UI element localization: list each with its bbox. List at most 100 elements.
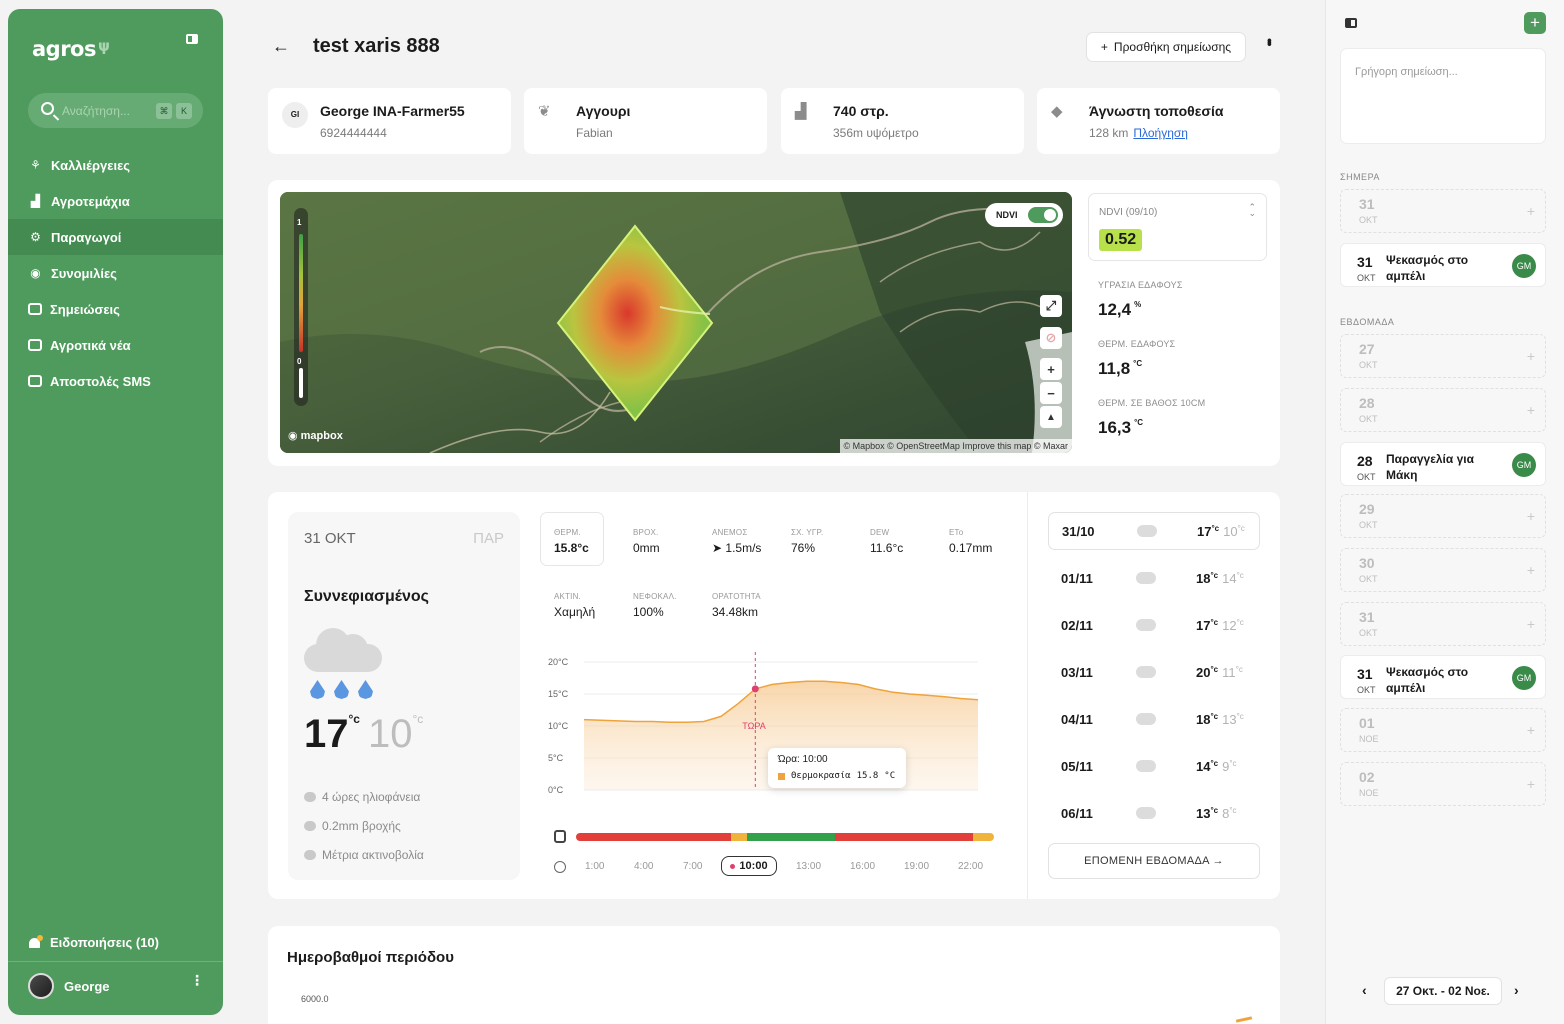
- empty-day-slot[interactable]: 31 ΟΚΤ +: [1340, 602, 1546, 646]
- sidebar-collapse-icon[interactable]: [186, 34, 198, 44]
- plus-icon[interactable]: +: [1526, 348, 1535, 364]
- selected-stat-box: [540, 512, 604, 566]
- sort-chevrons-icon: ⌃ ⌄: [1248, 202, 1256, 218]
- ndvi-legend: 1 0: [294, 208, 308, 406]
- forecast-day-row[interactable]: 05/11 14°c 9°c: [1048, 747, 1260, 785]
- radiation-row: Μέτρια ακτινοβολία: [304, 848, 424, 862]
- hour-label[interactable]: 19:00: [904, 861, 930, 872]
- hour-label[interactable]: 1:00: [585, 861, 605, 872]
- forecast-day-row[interactable]: 01/11 18°c 14°c: [1048, 559, 1260, 597]
- sunshine-row: 4 ώρες ηλιοφάνεια: [304, 790, 420, 804]
- farmer-card[interactable]: GI George INA-Farmer55 6924444444: [268, 88, 511, 154]
- plus-icon[interactable]: +: [1526, 722, 1535, 738]
- search-icon: [41, 102, 54, 115]
- sidebar-item-fields[interactable]: ▟ Αγροτεμάχια: [8, 183, 223, 219]
- plus-icon[interactable]: +: [1526, 616, 1535, 632]
- empty-day-slot[interactable]: 02 ΝΟΕ +: [1340, 762, 1546, 806]
- sprout-icon: ❦: [538, 103, 551, 120]
- hour-label[interactable]: 13:00: [796, 861, 822, 872]
- hour-label[interactable]: 16:00: [850, 861, 876, 872]
- satellite-map[interactable]: 1 0 NDVI ⤢ ⊘ + − ▲ ◉ mapbox © Mapbox © O…: [280, 192, 1072, 453]
- ndvi-selector[interactable]: NDVI (09/10) 0.52 ⌃ ⌄: [1088, 193, 1267, 261]
- chevron-left-icon[interactable]: ‹: [1362, 982, 1367, 998]
- sidebar-item-notes[interactable]: Σημειώσεις: [8, 291, 223, 327]
- map-attribution[interactable]: © Mapbox © OpenStreetMap Improve this ma…: [839, 439, 1072, 453]
- note-title: Παραγγελία για Μάκη: [1386, 452, 1474, 482]
- sidebar-item-news[interactable]: Αγροτικά νέα: [8, 327, 223, 363]
- plus-icon[interactable]: +: [1526, 203, 1535, 219]
- map-imagery: [280, 192, 1072, 453]
- notifications-link[interactable]: Ειδοποιήσεις (10): [28, 934, 159, 950]
- toggle-switch[interactable]: [1028, 207, 1058, 223]
- hour-label[interactable]: 4:00: [634, 861, 654, 872]
- day-number: 31: [1359, 609, 1375, 625]
- forecast-temps: 20°c 11°c: [1196, 664, 1243, 680]
- cloud-icon: [1136, 572, 1156, 584]
- forecast-temps: 17°c 10°c: [1197, 523, 1245, 539]
- hour-label[interactable]: 22:00: [958, 861, 984, 872]
- more-options-icon[interactable]: •••: [1262, 38, 1278, 44]
- forecast-day-row[interactable]: 06/11 13°c 8°c: [1048, 794, 1260, 832]
- clock-icon: [554, 861, 566, 873]
- day-month: ΟΚΤ: [1359, 520, 1378, 530]
- forecast-day-row[interactable]: 31/10 17°c 10°c: [1048, 512, 1260, 550]
- sidebar-item-chats[interactable]: ◉ Συνομιλίες: [8, 255, 223, 291]
- ndvi-gradient: [299, 234, 303, 352]
- active-hour-chip[interactable]: 10:00: [721, 856, 777, 876]
- empty-day-slot[interactable]: 01 ΝΟΕ +: [1340, 708, 1546, 752]
- hour-label[interactable]: 7:00: [683, 861, 703, 872]
- ndvi-toggle[interactable]: NDVI: [985, 203, 1063, 227]
- quick-note-input[interactable]: Γρήγορη σημείωση...: [1340, 48, 1546, 144]
- assignee-avatar: GM: [1512, 453, 1536, 477]
- zoom-in-icon[interactable]: +: [1040, 358, 1062, 380]
- rain-drops-icon: [310, 680, 373, 699]
- add-note-plus-button[interactable]: +: [1524, 12, 1546, 34]
- sidebar-item-crops[interactable]: ⚘ Καλλιέργειες: [8, 147, 223, 183]
- note-item[interactable]: 31 ΟΚΤ Ψεκασμός στο αμπέλι GM: [1340, 243, 1546, 287]
- plus-icon[interactable]: +: [1526, 562, 1535, 578]
- user-menu[interactable]: George ⋮: [28, 972, 204, 999]
- empty-day-slot[interactable]: 27 ΟΚΤ +: [1340, 334, 1546, 378]
- kebab-icon[interactable]: ⋮: [190, 972, 204, 988]
- location-card[interactable]: ◆ Άγνωστη τοποθεσία 128 km Πλοήγηση: [1037, 88, 1280, 154]
- empty-day-slot[interactable]: 31 ΟΚΤ +: [1340, 189, 1546, 233]
- forecast-date: 05/11: [1061, 758, 1093, 774]
- fullscreen-icon[interactable]: ⤢: [1040, 295, 1062, 317]
- empty-day-slot[interactable]: 29 ΟΚΤ +: [1340, 494, 1546, 538]
- spray-risk-bar[interactable]: [576, 833, 994, 841]
- next-week-button[interactable]: ΕΠΟΜΕΝΗ ΕΒΔΟΜΑΔΑ →: [1048, 843, 1260, 879]
- note-item[interactable]: 31 ΟΚΤ Ψεκασμός στο αμπέλι GM: [1340, 655, 1546, 699]
- compass-icon[interactable]: ▲: [1040, 406, 1062, 428]
- day-month: ΟΚΤ: [1357, 472, 1376, 482]
- field-icon: ▟: [30, 194, 41, 208]
- series-swatch: [778, 772, 785, 780]
- agros-logo[interactable]: agros ψ: [32, 37, 110, 61]
- plus-icon[interactable]: +: [1526, 402, 1535, 418]
- empty-day-slot[interactable]: 28 ΟΚΤ +: [1340, 388, 1546, 432]
- chevron-right-icon[interactable]: ›: [1514, 982, 1519, 998]
- navigation-link[interactable]: Πλοήγηση: [1133, 126, 1188, 140]
- add-note-button[interactable]: + Προσθήκη σημείωσης: [1086, 32, 1246, 62]
- ndvi-value: 0.52: [1099, 229, 1143, 251]
- search-input[interactable]: Αναζήτηση... ⌘ K: [28, 93, 203, 128]
- note-item[interactable]: 28 ΟΚΤ Παραγγελία για Μάκη GM: [1340, 442, 1546, 486]
- crop-card[interactable]: ❦ Αγγουρι Fabian: [524, 88, 767, 154]
- forecast-temps: 18°c 14°c: [1196, 570, 1244, 586]
- forecast-day-row[interactable]: 02/11 17°c 12°c: [1048, 606, 1260, 644]
- week-range[interactable]: 27 Οκτ. - 02 Νοε.: [1384, 977, 1502, 1005]
- forecast-date: 03/11: [1061, 664, 1093, 680]
- panel-toggle-icon[interactable]: [1345, 18, 1357, 28]
- sidebar-item-sms[interactable]: Αποστολές SMS: [8, 363, 223, 399]
- plus-icon[interactable]: +: [1526, 508, 1535, 524]
- back-arrow-icon[interactable]: ←: [272, 36, 290, 56]
- empty-day-slot[interactable]: 30 ΟΚΤ +: [1340, 548, 1546, 592]
- plus-icon[interactable]: +: [1526, 776, 1535, 792]
- forecast-day-row[interactable]: 03/11 20°c 11°c: [1048, 653, 1260, 691]
- zoom-out-icon[interactable]: −: [1040, 382, 1062, 404]
- day-month: ΟΚΤ: [1359, 215, 1378, 225]
- area-card[interactable]: ▟ 740 στρ. 356m υψόμετρο: [781, 88, 1024, 154]
- note-title: Ψεκασμός στο αμπέλι: [1386, 665, 1469, 695]
- sidebar-item-producers[interactable]: ⚙ Παραγωγοί: [8, 219, 223, 255]
- draw-icon[interactable]: ⊘: [1040, 327, 1062, 349]
- forecast-day-row[interactable]: 04/11 18°c 13°c: [1048, 700, 1260, 738]
